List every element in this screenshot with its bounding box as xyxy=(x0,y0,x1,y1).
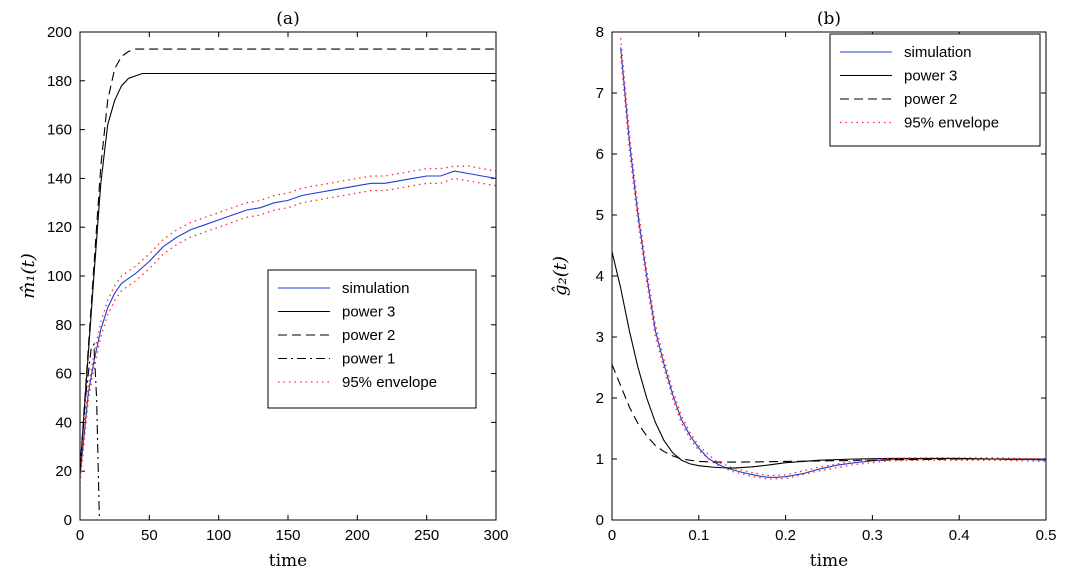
legend: simulation power 3 power 2 power 1 95% envel… xyxy=(267,269,477,409)
y-tick-label: 140 xyxy=(47,170,72,187)
series-line-envelope-lower xyxy=(620,56,1046,480)
y-tick-label: 3 xyxy=(596,329,604,346)
y-tick-label: 200 xyxy=(47,24,72,41)
series-line-power-2 xyxy=(612,364,1046,463)
y-tick-label: 8 xyxy=(596,24,604,41)
x-tick-label: 0.2 xyxy=(775,527,796,544)
series-line-power-3 xyxy=(80,72,496,472)
legend-label: power 3 xyxy=(342,304,395,321)
y-tick-label: 160 xyxy=(47,122,72,139)
y-tick-label: 6 xyxy=(596,146,604,163)
legend-box xyxy=(267,269,477,409)
legend-label: power 2 xyxy=(342,327,395,344)
x-tick-label: 0.5 xyxy=(1036,527,1057,544)
x-axis-label: time xyxy=(269,551,307,571)
x-tick-label: 0 xyxy=(608,527,616,544)
y-tick-label: 180 xyxy=(47,73,72,90)
y-tick-label: 120 xyxy=(47,219,72,236)
legend-label: simulation xyxy=(342,280,410,297)
series-line-envelope-lower xyxy=(80,177,496,484)
y-tick-label: 40 xyxy=(55,414,72,431)
y-axis-label: m̂₁(t) xyxy=(18,253,39,299)
x-tick-label: 0.4 xyxy=(949,527,970,544)
legend-label: 95% envelope xyxy=(904,115,999,132)
series-line-simulation xyxy=(80,170,496,477)
x-tick-label: 0.3 xyxy=(862,527,883,544)
x-tick-label: 100 xyxy=(206,527,231,544)
series-line-95-envelope xyxy=(80,165,496,469)
y-tick-label: 2 xyxy=(596,390,604,407)
y-tick-label: 100 xyxy=(47,268,72,285)
legend-label: simulation xyxy=(904,44,972,61)
series-group xyxy=(80,48,496,520)
y-tick-label: 4 xyxy=(596,268,604,285)
x-tick-label: 300 xyxy=(483,527,508,544)
panel-b: 0 0.1 0.2 0.3 0.4 0.5 0 1 2 3 4 5 6 7 8 (b) time ĝ₂(t) sim… xyxy=(550,9,1056,571)
legend-label: power 1 xyxy=(342,351,395,368)
legend-box xyxy=(829,33,1041,147)
axes-frame xyxy=(79,31,497,521)
y-tick-label: 5 xyxy=(596,207,604,224)
y-tick-label: 0 xyxy=(64,512,72,529)
series-line-power-1 xyxy=(80,342,100,520)
y-tick-label: 7 xyxy=(596,85,604,102)
legend-label: power 3 xyxy=(904,68,957,85)
legend: simulation power 3 power 2 95% envelope xyxy=(829,33,1041,147)
y-tick-label: 1 xyxy=(596,451,604,468)
x-tick-label: 0 xyxy=(76,527,84,544)
y-tick-label: 60 xyxy=(55,366,72,383)
panel-a: 0 50 100 150 200 250 300 0 20 40 60 80 100 120 140 160 1… xyxy=(18,9,509,571)
x-tick-label: 200 xyxy=(345,527,370,544)
legend-label: power 2 xyxy=(904,91,957,108)
series-line-power-2 xyxy=(80,48,496,472)
x-tick-label: 150 xyxy=(275,527,300,544)
legend-label: 95% envelope xyxy=(342,374,437,391)
y-axis-label: ĝ₂(t) xyxy=(550,256,571,296)
panel-title: (a) xyxy=(276,9,299,29)
x-axis-label: time xyxy=(810,551,848,571)
y-tick-label: 20 xyxy=(55,463,72,480)
x-tick-label: 0.1 xyxy=(688,527,709,544)
axes-frame xyxy=(611,31,1047,521)
x-tick-label: 50 xyxy=(141,527,158,544)
x-tick-label: 250 xyxy=(414,527,439,544)
series-line-power-3 xyxy=(612,251,1046,469)
y-tick-label: 0 xyxy=(596,512,604,529)
series-group xyxy=(612,38,1046,480)
panel-title: (b) xyxy=(817,9,841,29)
y-tick-label: 80 xyxy=(55,317,72,334)
